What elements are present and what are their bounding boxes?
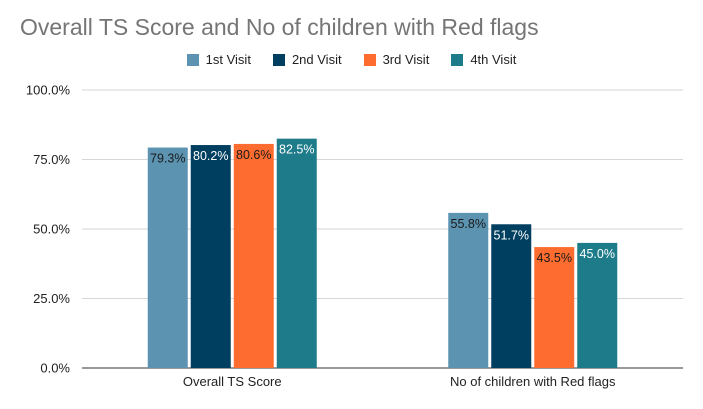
legend-label: 3rd Visit bbox=[382, 52, 430, 67]
y-tick-label: 100.0% bbox=[26, 83, 71, 98]
legend-item-1st-visit[interactable]: 1st Visit bbox=[186, 52, 251, 67]
y-tick-label: 0.0% bbox=[40, 361, 70, 376]
bar bbox=[276, 138, 317, 368]
bar bbox=[233, 143, 274, 368]
legend-label: 1st Visit bbox=[205, 52, 251, 67]
data-label: 43.5% bbox=[537, 251, 572, 265]
legend-item-3rd-visit[interactable]: 3rd Visit bbox=[363, 52, 430, 67]
legend-item-4th-visit[interactable]: 4th Visit bbox=[451, 52, 516, 67]
y-tick-label: 75.0% bbox=[33, 152, 70, 167]
bar bbox=[491, 224, 532, 368]
bar bbox=[190, 145, 231, 368]
x-category-label: No of children with Red flags bbox=[450, 374, 616, 389]
legend-label: 2nd Visit bbox=[291, 52, 342, 67]
y-tick-label: 25.0% bbox=[33, 291, 70, 306]
data-label: 80.6% bbox=[236, 148, 271, 162]
y-tick-label: 50.0% bbox=[33, 222, 70, 237]
legend-item-2nd-visit[interactable]: 2nd Visit bbox=[272, 52, 342, 67]
bar bbox=[534, 247, 575, 368]
bar bbox=[448, 212, 489, 368]
legend-swatch bbox=[451, 53, 464, 66]
data-label: 51.7% bbox=[494, 228, 529, 242]
x-category-label: Overall TS Score bbox=[183, 374, 282, 389]
data-label: 80.2% bbox=[193, 149, 228, 163]
legend-swatch bbox=[272, 53, 285, 66]
legend-swatch bbox=[186, 53, 199, 66]
chart-legend: 1st Visit 2nd Visit 3rd Visit 4th Visit bbox=[0, 52, 703, 67]
bar bbox=[577, 242, 618, 368]
data-label: 82.5% bbox=[279, 143, 314, 157]
legend-label: 4th Visit bbox=[470, 52, 517, 67]
data-label: 79.3% bbox=[150, 152, 185, 166]
bar bbox=[147, 147, 188, 368]
chart-title: Overall TS Score and No of children with… bbox=[20, 14, 539, 40]
legend-swatch bbox=[363, 53, 376, 66]
data-label: 55.8% bbox=[451, 217, 486, 231]
data-label: 45.0% bbox=[580, 247, 615, 261]
